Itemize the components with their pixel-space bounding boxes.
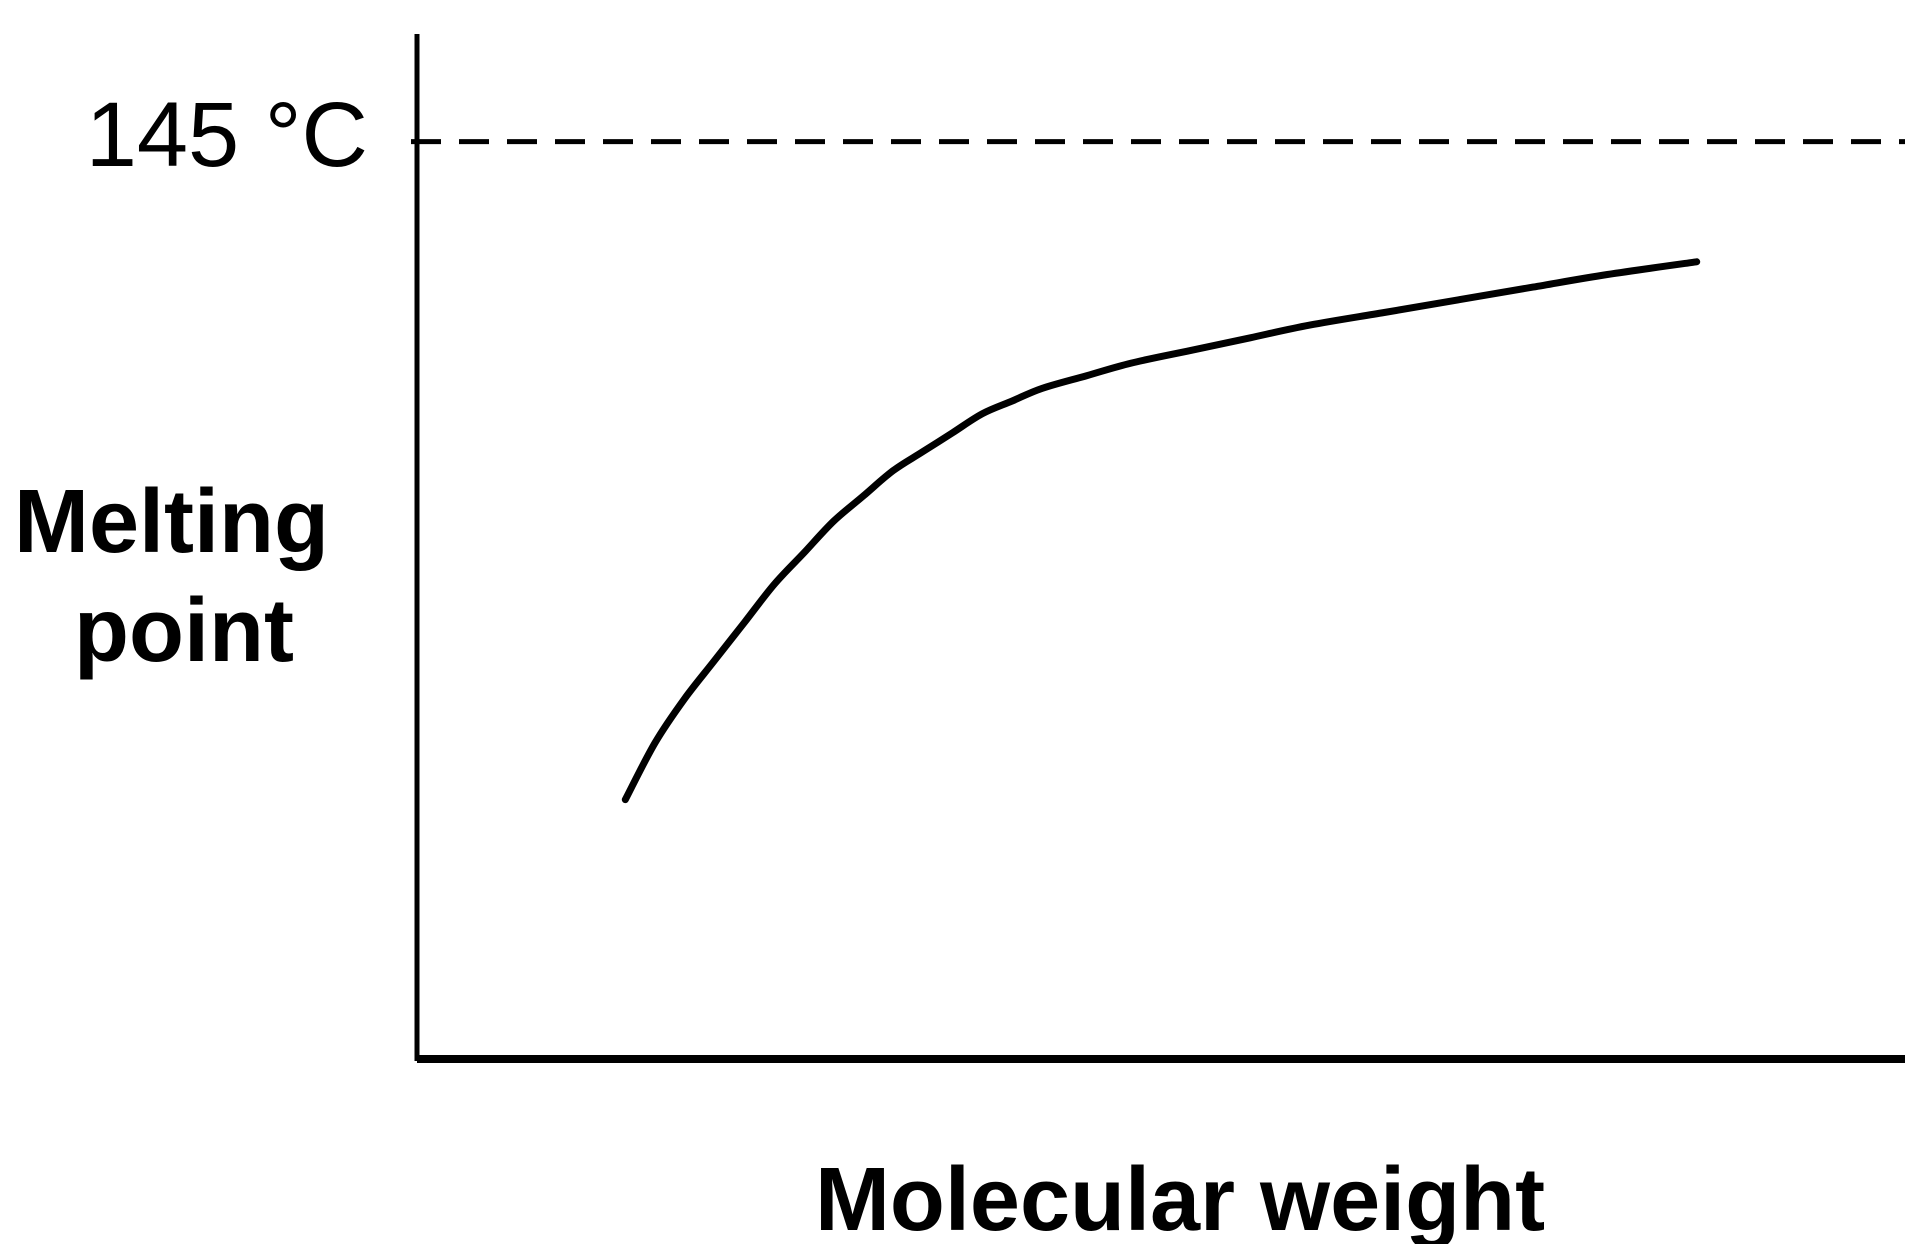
data-point bbox=[800, 549, 807, 556]
data-point bbox=[1530, 284, 1537, 291]
data-point bbox=[652, 739, 659, 746]
data-point bbox=[890, 467, 897, 474]
data-point bbox=[622, 796, 629, 803]
data-point bbox=[1693, 258, 1700, 265]
reference-line-label: 145 °C bbox=[86, 84, 368, 186]
data-point bbox=[1306, 322, 1313, 329]
data-point bbox=[1083, 372, 1090, 379]
data-point bbox=[1009, 398, 1016, 405]
data-point bbox=[830, 518, 837, 525]
data-point bbox=[860, 492, 867, 499]
data-point bbox=[711, 657, 718, 664]
y-axis-label-line-2: point bbox=[74, 581, 294, 681]
data-point bbox=[1455, 296, 1462, 303]
data-point bbox=[741, 619, 748, 626]
data-point bbox=[1381, 309, 1388, 316]
data-point bbox=[1247, 334, 1254, 341]
data-point bbox=[979, 410, 986, 417]
data-point bbox=[771, 581, 778, 588]
data-point bbox=[1604, 271, 1611, 278]
data-point bbox=[949, 429, 956, 436]
series-line bbox=[621, 258, 1701, 804]
data-point bbox=[681, 695, 688, 702]
data-point bbox=[1039, 385, 1046, 392]
x-axis-label: Molecular weight bbox=[815, 1150, 1545, 1244]
y-axis-label: Melting point bbox=[14, 472, 354, 681]
y-axis-label-line-1: Melting bbox=[14, 472, 329, 572]
data-point bbox=[919, 448, 926, 455]
data-point bbox=[1128, 360, 1135, 367]
data-point bbox=[1187, 347, 1194, 354]
